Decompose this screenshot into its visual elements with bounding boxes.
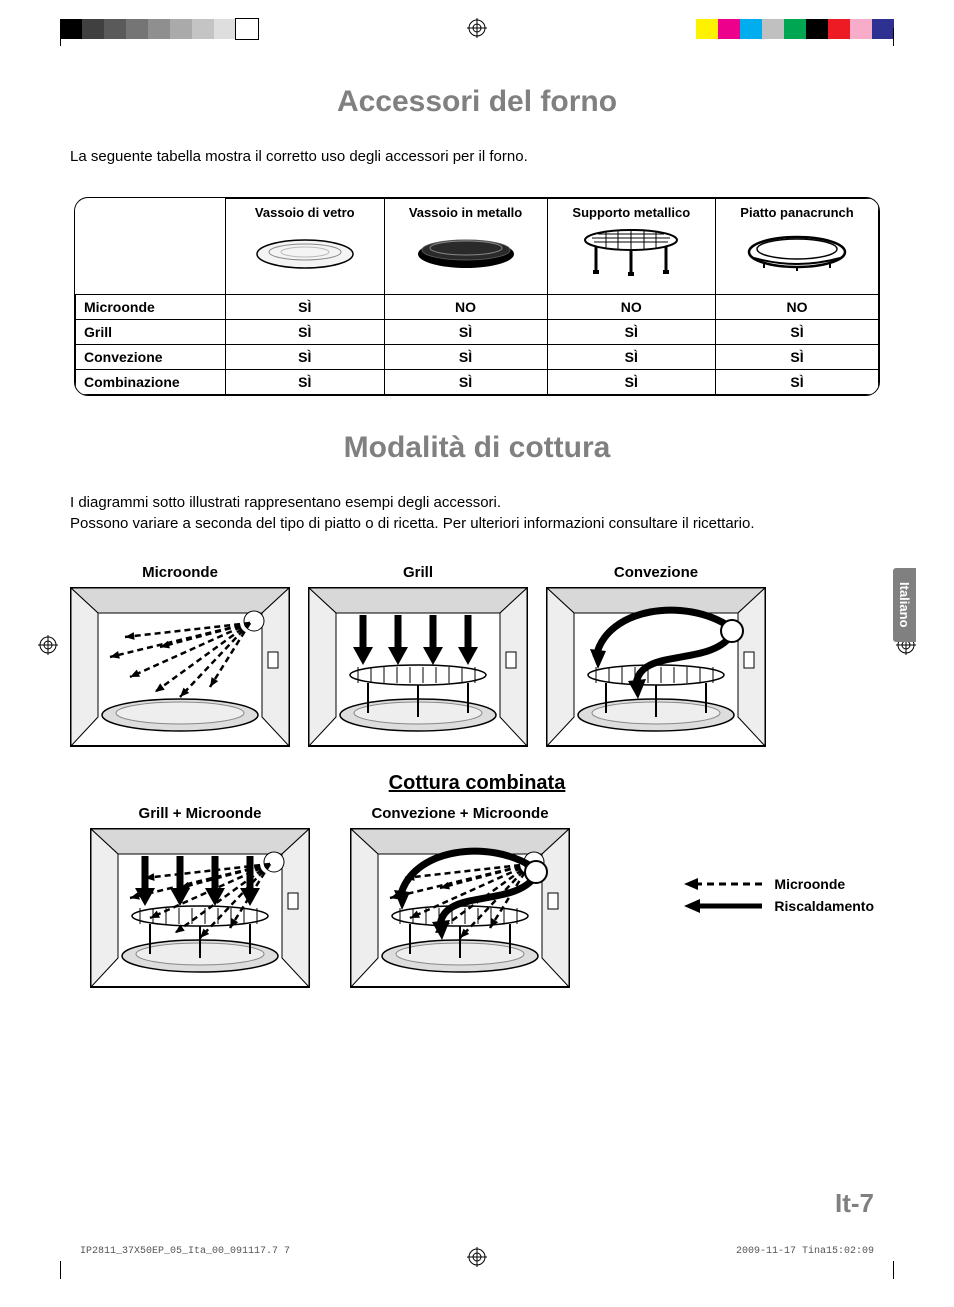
- page: Accessori del forno La seguente tabella …: [0, 0, 954, 1307]
- table-cell: SÌ: [384, 320, 547, 345]
- oven-diagram: [90, 828, 310, 988]
- col-metal-tray: Vassoio in metallo: [384, 199, 547, 295]
- table-row: MicroondeSÌNONONO: [76, 295, 879, 320]
- section-title-accessories: Accessori del forno: [70, 85, 884, 119]
- table-row: CombinazioneSÌSÌSÌSÌ: [76, 370, 879, 395]
- mode-label: Grill: [308, 564, 528, 581]
- oven-diagram: [70, 587, 290, 747]
- wire-rack-icon: [576, 224, 686, 280]
- row-label: Convezione: [76, 345, 226, 370]
- table-cell: SÌ: [226, 295, 385, 320]
- cooking-mode: Convezione + Microonde: [350, 805, 570, 993]
- row-label: Microonde: [76, 295, 226, 320]
- row-label: Grill: [76, 320, 226, 345]
- legend-label: Riscaldamento: [774, 898, 874, 914]
- col-label: Vassoio di vetro: [232, 205, 378, 220]
- table-cell: SÌ: [384, 345, 547, 370]
- mode-label: Convezione: [546, 564, 766, 581]
- oven-diagram: [308, 587, 528, 747]
- cooking-mode: Grill + Microonde: [90, 805, 310, 993]
- table-cell: SÌ: [547, 370, 716, 395]
- table-cell: NO: [547, 295, 716, 320]
- footer-date: 2009-11-17 Tina15:02:09: [736, 1246, 874, 1257]
- section2-intro: I diagrammi sotto illustrati rappresenta…: [70, 493, 884, 534]
- cooking-mode: Grill: [308, 564, 528, 752]
- crop-mark: [893, 1261, 894, 1279]
- language-tab: Italiano: [893, 568, 916, 642]
- table-cell: NO: [384, 295, 547, 320]
- arrow-legend: Microonde Riscaldamento: [684, 870, 874, 920]
- mode-label: Microonde: [70, 564, 290, 581]
- section-title-modes: Modalità di cottura: [70, 431, 884, 465]
- cooking-modes-row: Microonde Grill Convezione: [70, 564, 884, 752]
- page-number: It-7: [835, 1188, 874, 1219]
- footer-filename: IP2811_37X50EP_05_Ita_00_091117.7 7: [80, 1246, 290, 1257]
- panacrunch-icon: [742, 224, 852, 274]
- cooking-mode: Convezione: [546, 564, 766, 752]
- table-corner-blank: [76, 199, 226, 295]
- dashed-arrow-icon: [684, 877, 764, 891]
- mode-label: Grill + Microonde: [90, 805, 310, 822]
- col-panacrunch: Piatto panacrunch: [716, 199, 879, 295]
- mode-label: Convezione + Microonde: [350, 805, 570, 822]
- legend-microwave: Microonde: [684, 876, 874, 892]
- table-cell: SÌ: [547, 320, 716, 345]
- legend-label: Microonde: [774, 876, 845, 892]
- solid-arrow-icon: [684, 899, 764, 913]
- combination-subheading: Cottura combinata: [70, 772, 884, 795]
- registration-mark-icon: [467, 18, 487, 38]
- table-cell: SÌ: [384, 370, 547, 395]
- table-row: ConvezioneSÌSÌSÌSÌ: [76, 345, 879, 370]
- crop-mark: [60, 1261, 61, 1279]
- section1-intro: La seguente tabella mostra il corretto u…: [70, 147, 884, 167]
- crop-mark: [893, 28, 894, 46]
- oven-diagram: [546, 587, 766, 747]
- registration-mark-icon: [38, 635, 58, 655]
- table-cell: SÌ: [716, 370, 879, 395]
- glass-tray-icon: [250, 224, 360, 274]
- table-cell: SÌ: [547, 345, 716, 370]
- col-label: Supporto metallico: [554, 205, 710, 220]
- crop-mark: [60, 28, 61, 46]
- col-label: Piatto panacrunch: [722, 205, 872, 220]
- table-cell: SÌ: [716, 320, 879, 345]
- legend-heating: Riscaldamento: [684, 898, 874, 914]
- col-glass-tray: Vassoio di vetro: [226, 199, 385, 295]
- table-cell: SÌ: [226, 320, 385, 345]
- table-cell: NO: [716, 295, 879, 320]
- row-label: Combinazione: [76, 370, 226, 395]
- metal-tray-icon: [411, 224, 521, 274]
- color-bar: [696, 19, 894, 39]
- table-row: GrillSÌSÌSÌSÌ: [76, 320, 879, 345]
- table-cell: SÌ: [226, 370, 385, 395]
- col-wire-rack: Supporto metallico: [547, 199, 716, 295]
- footer-metadata: IP2811_37X50EP_05_Ita_00_091117.7 7 2009…: [80, 1246, 874, 1257]
- cooking-mode: Microonde: [70, 564, 290, 752]
- oven-diagram: [350, 828, 570, 988]
- table-cell: SÌ: [226, 345, 385, 370]
- accessories-table: Vassoio di vetro Vassoio in metallo: [74, 197, 880, 396]
- col-label: Vassoio in metallo: [391, 205, 541, 220]
- table-cell: SÌ: [716, 345, 879, 370]
- table-header-row: Vassoio di vetro Vassoio in metallo: [76, 199, 879, 295]
- grayscale-bar: [60, 19, 258, 39]
